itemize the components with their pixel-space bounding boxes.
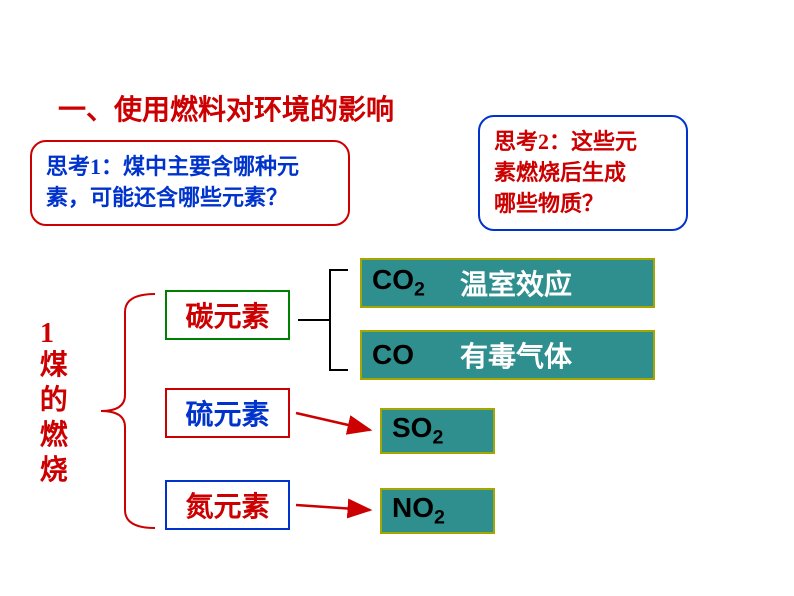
arrows	[0, 0, 794, 596]
